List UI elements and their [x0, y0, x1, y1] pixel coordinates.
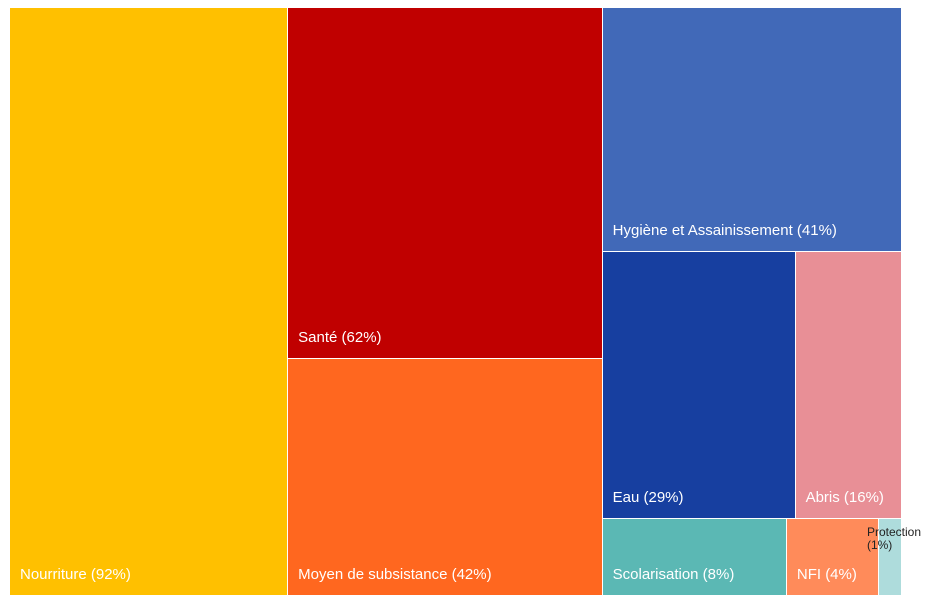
tile-label: NFI (4%): [796, 565, 857, 583]
tile: Nourriture (92%): [10, 8, 289, 596]
tile-label: Scolarisation (8%): [612, 565, 735, 583]
tile-label: Protection (1%): [866, 524, 921, 552]
tile-label: Nourriture (92%): [20, 566, 131, 583]
tile-label: Hygiène et Assainissement (41%): [612, 221, 837, 239]
tile: Hygiène et Assainissement (41%): [602, 8, 902, 252]
tile-label: Moyen de subsistance (42%): [298, 565, 492, 583]
tile: Santé (62%): [288, 8, 603, 359]
tile: Scolarisation (8%): [602, 518, 787, 596]
tile-label: Santé (62%): [298, 328, 382, 346]
tile-label: Eau (29%): [612, 488, 684, 506]
tile-label: Abris (16%): [805, 488, 884, 506]
tile: Abris (16%): [795, 251, 902, 519]
tile: Moyen de subsistance (42%): [288, 358, 603, 596]
tile: NFI (4%): [786, 518, 879, 596]
tile: Eau (29%): [602, 251, 796, 519]
tile: [878, 518, 902, 596]
